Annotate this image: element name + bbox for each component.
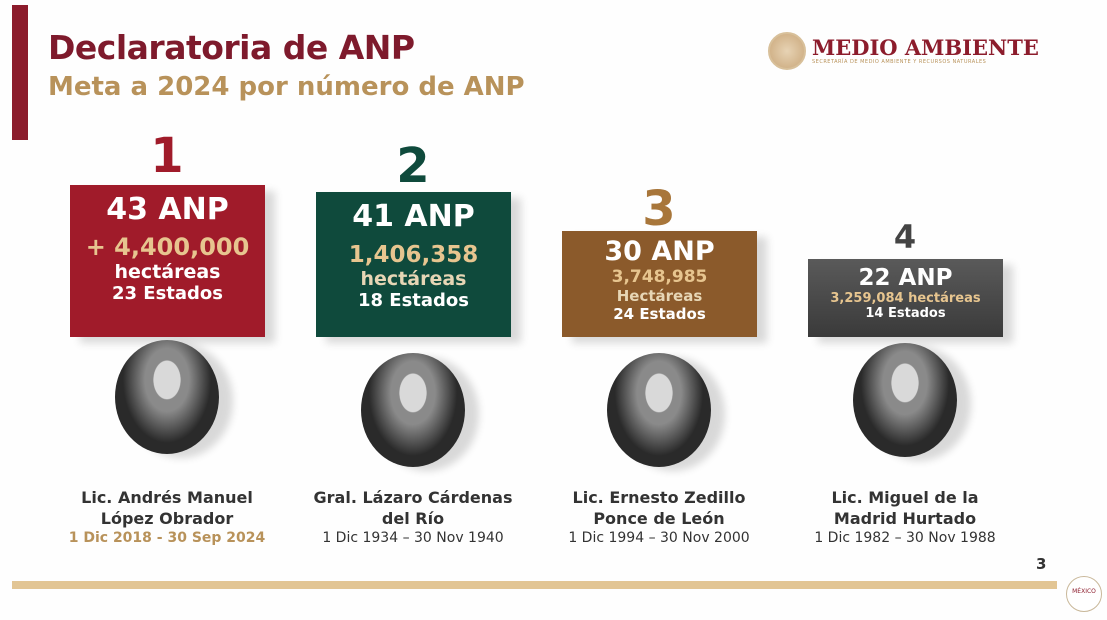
eagle-seal-icon — [768, 32, 806, 70]
hectares-label: hectáreas — [360, 268, 467, 290]
hectares: 3,259,084 hectáreas — [830, 291, 981, 306]
card-4-box: 22 ANP 3,259,084 hectáreas 14 Estados — [808, 259, 1003, 337]
page-number: 3 — [1036, 555, 1047, 573]
hectares: 3,748,985 — [611, 267, 708, 287]
portrait-2 — [361, 353, 465, 467]
name-1: Lic. Andrés Manuel López Obrador — [47, 487, 287, 529]
logo-text: MEDIO AMBIENTE — [812, 35, 1039, 60]
card-3-box: 30 ANP 3,748,985 Hectáreas 24 Estados — [562, 231, 757, 337]
dates-4: 1 Dic 1982 – 30 Nov 1988 — [814, 530, 996, 546]
hectares-label: Hectáreas — [616, 287, 703, 305]
states: 18 Estados — [357, 290, 470, 311]
name-line: del Río — [381, 509, 445, 528]
name-line: Madrid Hurtado — [833, 509, 977, 528]
anp-count: 43 ANP — [106, 192, 229, 227]
semarnat-logo: MEDIO AMBIENTE SECRETARÍA DE MEDIO AMBIE… — [768, 32, 1039, 70]
name-line: López Obrador — [100, 509, 234, 528]
portrait-3 — [607, 353, 711, 467]
logo-subtext: SECRETARÍA DE MEDIO AMBIENTE Y RECURSOS … — [812, 59, 987, 65]
page-title: Declaratoria de ANP — [48, 28, 415, 67]
bottom-bar — [12, 581, 1057, 589]
name-3: Lic. Ernesto Zedillo Ponce de León — [539, 487, 779, 529]
name-4: Lic. Miguel de la Madrid Hurtado — [785, 487, 1025, 529]
dates-2: 1 Dic 1934 – 30 Nov 1940 — [322, 530, 504, 546]
name-line: Ponce de León — [593, 509, 725, 528]
states: 14 Estados — [865, 306, 946, 321]
rank-4: 4 — [893, 218, 917, 256]
dates-3: 1 Dic 1994 – 30 Nov 2000 — [568, 530, 750, 546]
card-1-box: 43 ANP + 4,400,000 hectáreas 23 Estados — [70, 185, 265, 337]
gobierno-mexico-logo: MÉXICO — [1066, 576, 1102, 612]
page-subtitle: Meta a 2024 por número de ANP — [48, 72, 525, 102]
hectares: + 4,400,000 — [85, 233, 250, 261]
anp-count: 41 ANP — [352, 199, 475, 234]
rank-2: 2 — [396, 138, 430, 194]
rank-3: 3 — [642, 181, 676, 237]
states: 24 Estados — [613, 305, 706, 323]
dates-1: 1 Dic 2018 - 30 Sep 2024 — [68, 530, 266, 546]
anp-count: 22 ANP — [858, 265, 953, 291]
name-line: Lic. Ernesto Zedillo — [572, 488, 746, 507]
name-line: Lic. Miguel de la — [831, 488, 979, 507]
portrait-1 — [115, 340, 219, 454]
card-2-box: 41 ANP 1,406,358 hectáreas 18 Estados — [316, 192, 511, 337]
states: 23 Estados — [111, 283, 224, 304]
name-2: Gral. Lázaro Cárdenas del Río — [293, 487, 533, 529]
portrait-4 — [853, 343, 957, 457]
name-line: Gral. Lázaro Cárdenas — [313, 488, 513, 507]
accent-bar — [12, 5, 28, 140]
hectares-label: hectáreas — [114, 261, 221, 283]
rank-1: 1 — [150, 128, 184, 184]
hectares: 1,406,358 — [348, 242, 479, 268]
name-line: Lic. Andrés Manuel — [81, 488, 253, 507]
anp-count: 30 ANP — [604, 236, 715, 267]
